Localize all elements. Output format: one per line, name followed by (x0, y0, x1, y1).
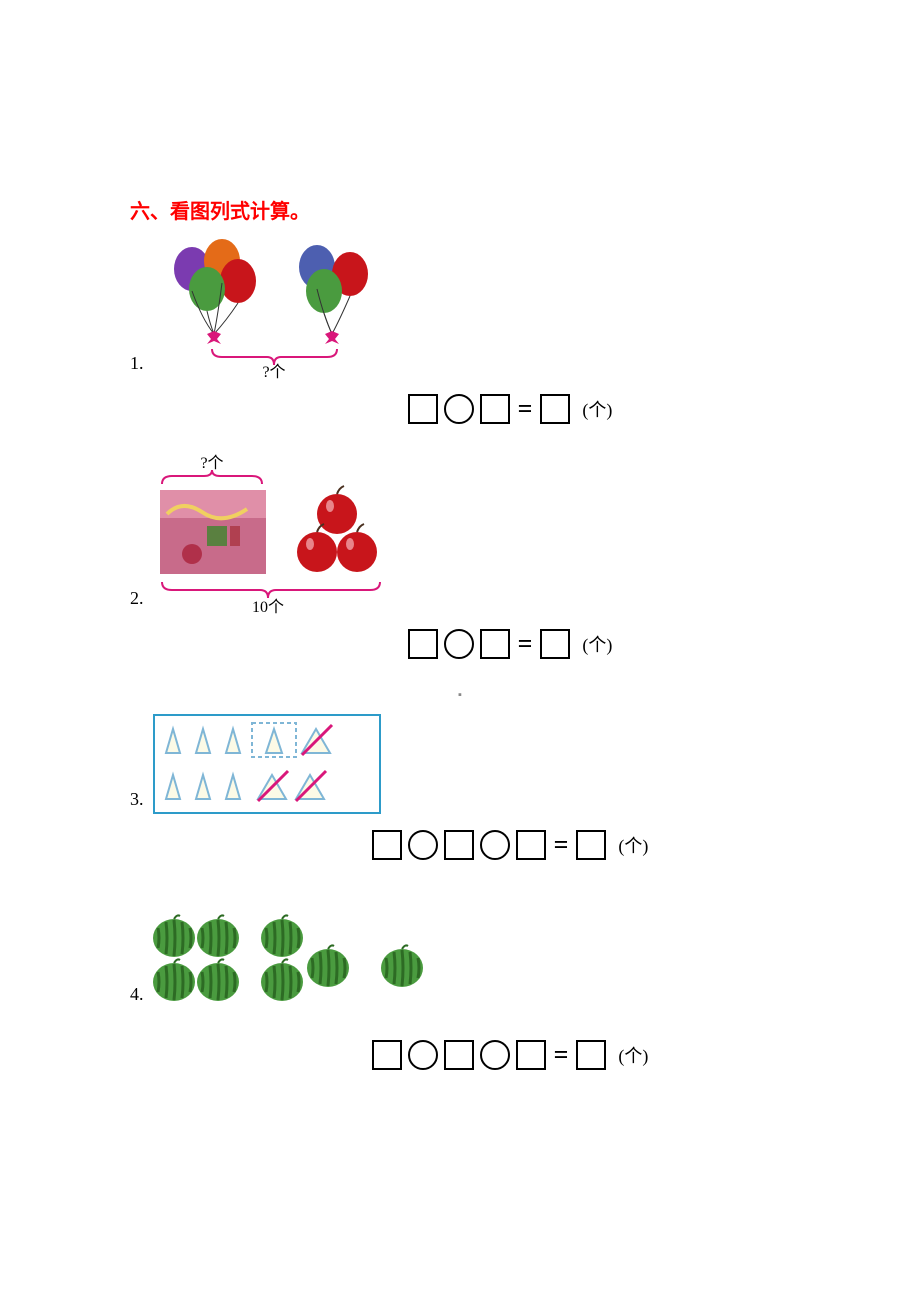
problem-2: 2. ?个 (130, 454, 790, 659)
p3-equation: = (个) (130, 830, 790, 860)
blank-box[interactable] (516, 1040, 546, 1070)
section-title: 六、看图列式计算。 (130, 195, 790, 224)
problem-4-number: 4. (130, 984, 144, 1010)
problem-4: 4. (130, 910, 790, 1070)
operator-circle[interactable] (408, 830, 438, 860)
problem-3: 3. (130, 713, 790, 860)
equals-sign: = (516, 629, 535, 659)
bullet-decoration: ▪ (130, 689, 790, 701)
blank-box[interactable] (540, 629, 570, 659)
operator-circle[interactable] (444, 629, 474, 659)
apple-icon (317, 486, 357, 534)
unit-label: (个) (582, 396, 612, 422)
worksheet-page: 六、看图列式计算。 1. (0, 0, 920, 1070)
balloons-diagram: ?个 (152, 239, 412, 379)
p2-top-label: ?个 (200, 454, 223, 472)
p2-equation: = (个) (130, 629, 790, 659)
blank-box[interactable] (480, 394, 510, 424)
p4-equation: = (个) (130, 1040, 790, 1070)
blank-box[interactable] (576, 1040, 606, 1070)
equals-sign: = (552, 830, 571, 860)
blank-box[interactable] (576, 830, 606, 860)
unit-label: (个) (582, 631, 612, 657)
problem-1: 1. ?个 (130, 239, 790, 424)
p2-bottom-label: 10个 (251, 598, 283, 614)
blank-box[interactable] (372, 830, 402, 860)
equals-sign: = (516, 394, 535, 424)
unit-label: (个) (618, 832, 648, 858)
problem-2-number: 2. (130, 588, 144, 614)
blank-box[interactable] (444, 1040, 474, 1070)
p1-equation: = (个) (130, 394, 790, 424)
watermelons-diagram (152, 910, 492, 1010)
triangles-diagram (152, 713, 382, 815)
blank-box[interactable] (444, 830, 474, 860)
equals-sign: = (552, 1040, 571, 1070)
problem-3-number: 3. (130, 789, 144, 815)
operator-circle[interactable] (480, 830, 510, 860)
operator-circle[interactable] (408, 1040, 438, 1070)
blank-box[interactable] (540, 394, 570, 424)
operator-circle[interactable] (444, 394, 474, 424)
blank-box[interactable] (408, 394, 438, 424)
problem-1-number: 1. (130, 353, 144, 379)
blank-box[interactable] (516, 830, 546, 860)
apples-diagram: ?个 (152, 454, 412, 614)
operator-circle[interactable] (480, 1040, 510, 1070)
p1-brace-label: ?个 (262, 363, 285, 379)
unit-label: (个) (618, 1042, 648, 1068)
blank-box[interactable] (372, 1040, 402, 1070)
blank-box[interactable] (480, 629, 510, 659)
blank-box[interactable] (408, 629, 438, 659)
